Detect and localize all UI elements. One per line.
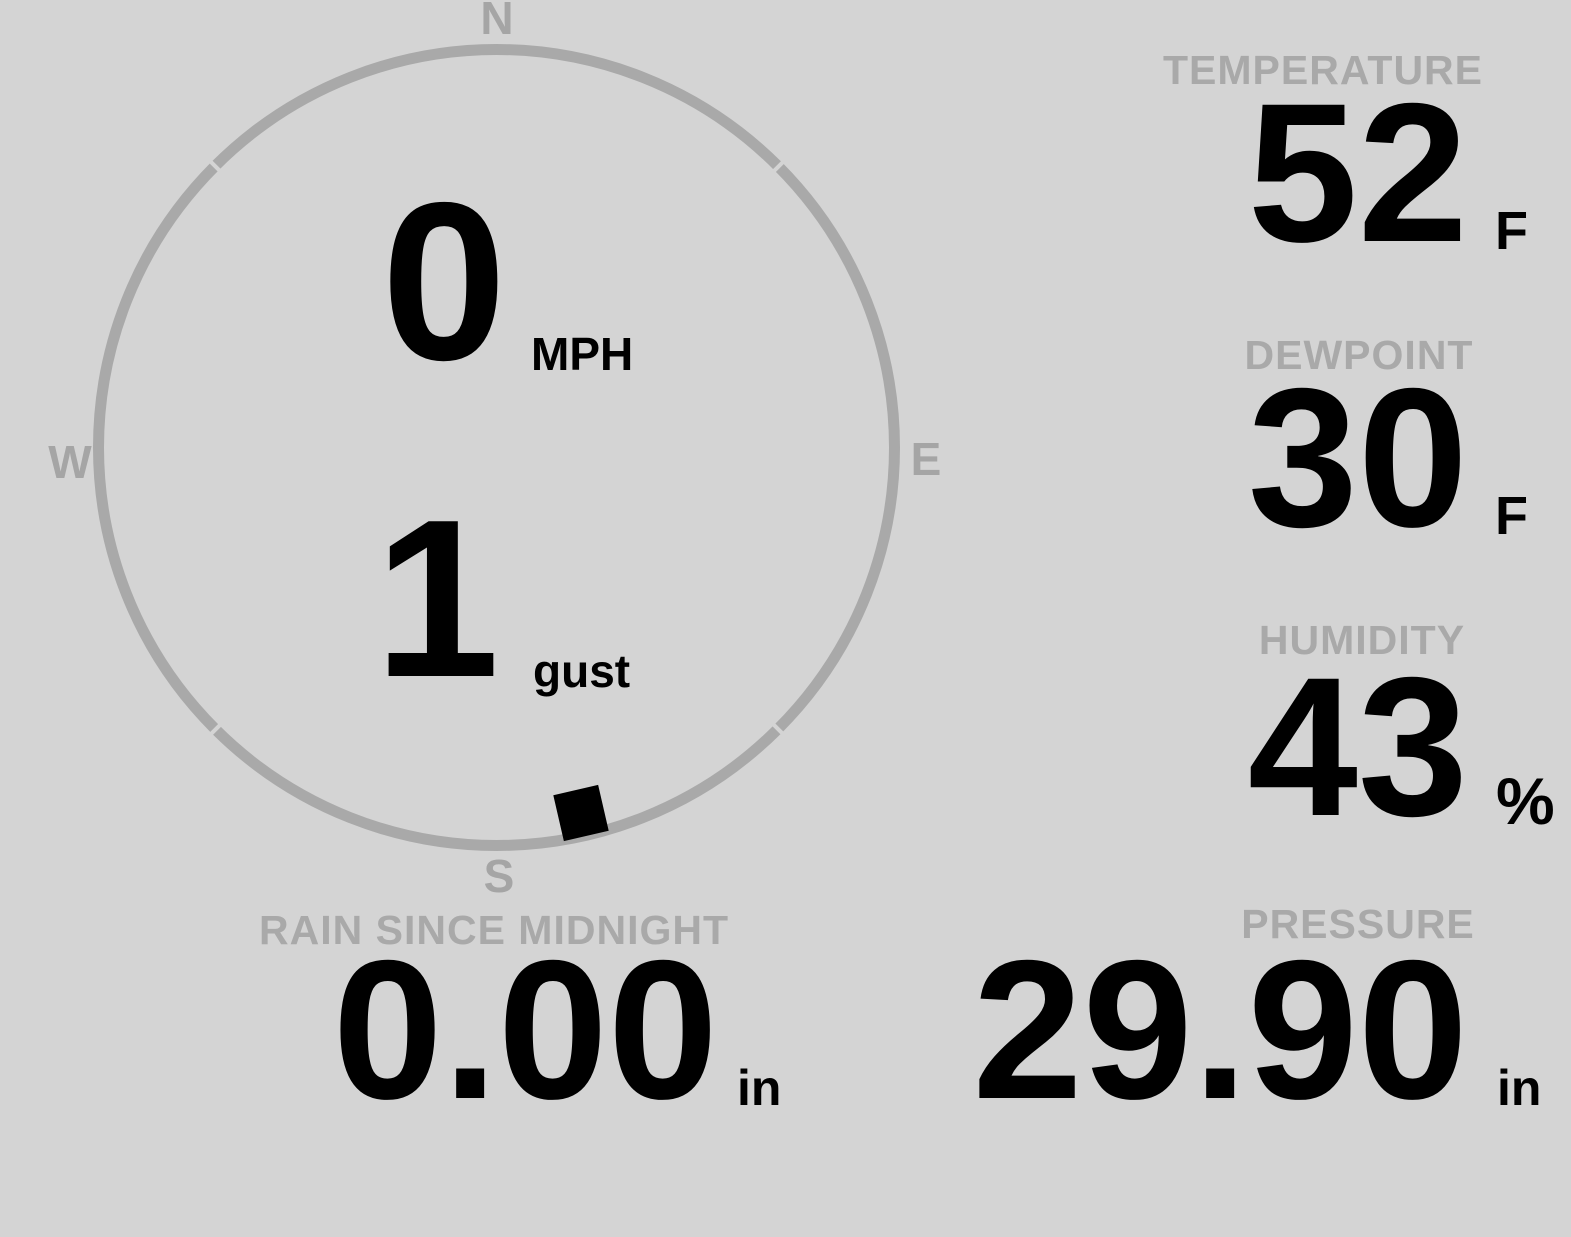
temperature-unit: F xyxy=(1495,201,1528,261)
compass-label-east: E xyxy=(910,433,942,485)
compass-label-north: N xyxy=(480,0,514,44)
wind-gust-unit: gust xyxy=(533,645,631,697)
pressure-unit: in xyxy=(1497,1060,1542,1116)
compass-ring xyxy=(93,44,900,851)
humidity-label: HUMIDITY xyxy=(1258,617,1466,663)
humidity-value: 43 xyxy=(1247,636,1468,857)
rain-label: RAIN SINCE MIDNIGHT xyxy=(259,907,729,953)
temperature-value: 52 xyxy=(1247,62,1468,283)
wind-speed-unit: MPH xyxy=(531,328,634,380)
dewpoint-value: 30 xyxy=(1247,347,1468,568)
rain-unit: in xyxy=(737,1060,782,1116)
pressure-value: 29.90 xyxy=(972,919,1468,1140)
humidity-unit: % xyxy=(1496,764,1555,838)
pressure-label: PRESSURE xyxy=(1241,901,1475,947)
temperature-label: TEMPERATURE xyxy=(1162,47,1484,93)
dewpoint-unit: F xyxy=(1495,486,1528,546)
compass-label-south: S xyxy=(483,850,515,902)
compass-label-west: W xyxy=(48,436,92,488)
wind-gust-value: 1 xyxy=(374,472,500,724)
wind-speed-value: 0 xyxy=(381,155,507,407)
rain-value: 0.00 xyxy=(332,919,718,1140)
dewpoint-label: DEWPOINT xyxy=(1244,332,1474,378)
